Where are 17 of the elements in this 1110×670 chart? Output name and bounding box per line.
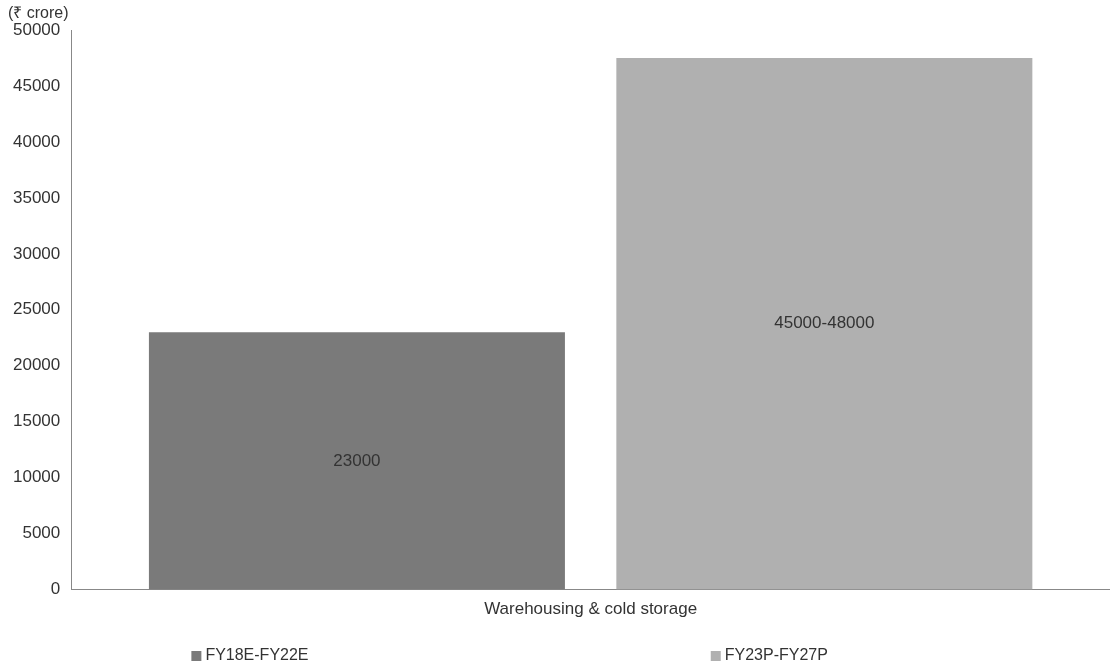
y-tick-label: 15000: [12, 411, 61, 431]
y-tick-label: 20000: [12, 355, 61, 375]
y-tick-label: 45000: [12, 75, 61, 95]
data-label: 45000-48000: [774, 313, 875, 333]
y-tick-label: 40000: [12, 131, 61, 151]
x-tick-label: Warehousing & cold storage: [484, 599, 698, 619]
y-axis-title: (₹ crore): [8, 4, 69, 22]
y-tick-label: 50000: [12, 19, 61, 39]
legend-label: FY18E-FY22E: [205, 646, 309, 664]
y-tick-label: 10000: [12, 467, 61, 487]
y-tick-label: 0: [50, 579, 61, 599]
y-tick-label: 5000: [22, 523, 61, 543]
y-tick-label: 25000: [12, 299, 61, 319]
data-label: 23000: [333, 450, 381, 470]
y-tick-label: 35000: [12, 187, 61, 207]
y-tick-label: 30000: [12, 243, 61, 263]
legend-label: FY23P-FY27P: [724, 646, 828, 664]
